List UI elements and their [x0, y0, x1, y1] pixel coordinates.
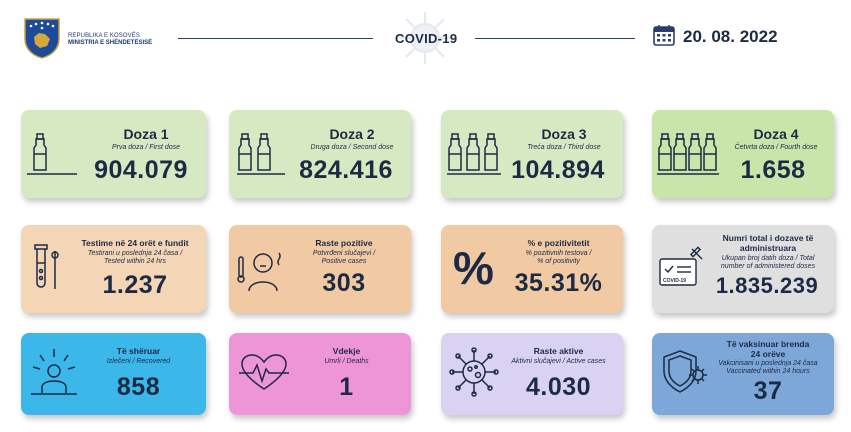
vials-two-icon: [237, 133, 285, 175]
dose1-subtitle: Prva doza / First dose: [111, 144, 181, 151]
vaccinated24-value: 37: [753, 377, 783, 405]
tests-subtitle-1: Testirani u poslednja 24 časa /: [87, 250, 183, 257]
administered-subtitle-2: number of administered doses: [720, 263, 816, 270]
positive-subtitle-2: Positive cases: [321, 258, 367, 265]
vial-icon: [27, 133, 77, 175]
dose3-card: Doza 3 Treća doza / Third dose 104.894: [441, 110, 623, 198]
tests-title: Testime në 24 orët e fundit: [81, 238, 189, 248]
administered-card: COVID-19 Numri total i dozave të adminis…: [652, 225, 834, 313]
sick-person-icon: [237, 252, 281, 292]
recovered-subtitle: Izlečeni / Recovered: [106, 358, 171, 365]
dose2-title: Doza 2: [329, 126, 375, 142]
active-title: Raste aktive: [533, 346, 584, 356]
vaccination-card-label: COVID-19: [663, 278, 686, 284]
shield-virus-icon: [663, 350, 707, 393]
dose4-title: Doza 4: [753, 126, 799, 142]
positive-card: Raste pozitive Potvrđeni slučajevi / Pos…: [229, 225, 411, 313]
deaths-value: 1: [339, 373, 354, 401]
positive-value: 303: [322, 269, 366, 297]
active-subtitle: Aktivni slučajevi / Active cases: [511, 358, 606, 365]
positivity-subtitle-2: % of positivity: [537, 258, 580, 265]
deaths-subtitle: Umrli / Deaths: [324, 358, 369, 365]
vaccinated24-title-2: 24 orëve: [750, 349, 786, 359]
percent-icon: %: [453, 242, 494, 294]
virus-icon: [449, 347, 499, 397]
page-title: COVID-19: [395, 31, 458, 46]
vials-four-icon: [657, 133, 719, 175]
recovered-person-icon: [31, 349, 77, 395]
org-line1: REPUBLIKA E KOSOVËS: [68, 33, 140, 39]
vaccinated24-card: Të vaksinuar brenda 24 orëve Vakcinisani…: [652, 333, 834, 415]
administered-title-2: administruara: [739, 243, 797, 253]
vials-three-icon: [447, 133, 501, 175]
positive-subtitle-1: Potvrđeni slučajevi /: [312, 250, 376, 257]
administered-value: 1.835.239: [715, 273, 819, 298]
tests-card: Testime në 24 orët e fundit Testirani u …: [21, 225, 206, 313]
dose4-value: 1.658: [740, 156, 806, 184]
positivity-card: % % e pozitivitetit % pozitivnih testova…: [441, 225, 623, 313]
dose1-value: 904.079: [94, 156, 188, 184]
calendar-icon: [653, 25, 675, 46]
dose4-subtitle: Četvrta doza / Fourth dose: [734, 144, 818, 151]
header-line-left: [178, 38, 373, 39]
dose2-value: 824.416: [299, 156, 393, 184]
dose3-title: Doza 3: [541, 126, 587, 142]
active-value: 4.030: [525, 373, 592, 401]
report-date: 20. 08. 2022: [683, 27, 778, 46]
tests-value: 1.237: [102, 271, 168, 299]
administered-subtitle-1: Ukupan broj datih doza / Total: [721, 255, 815, 262]
test-tube-icon: [34, 244, 59, 289]
positive-title: Raste pozitive: [315, 238, 373, 248]
vaccinated24-subtitle-2: Vaccinated within 24 hours: [726, 368, 810, 375]
active-card: Raste aktive Aktivni slučajevi / Active …: [441, 333, 623, 415]
dose2-card: Doza 2 Druga doza / Second dose 824.416: [229, 110, 411, 198]
dose3-value: 104.894: [511, 156, 605, 184]
vaccinated24-subtitle-1: Vakcinisani u poslednja 24 časa: [718, 360, 818, 367]
dose3-subtitle: Treća doza / Third dose: [527, 144, 601, 151]
recovered-card: Të shëruar Izlečeni / Recovered 858: [21, 333, 206, 415]
dose1-title: Doza 1: [123, 126, 169, 142]
positivity-value: 35.31%: [514, 269, 603, 297]
deaths-title: Vdekje: [332, 346, 361, 356]
org-line2: MINISTRIA E SHËNDETËSISË: [68, 40, 153, 46]
positivity-title: % e pozitivitetit: [527, 238, 590, 248]
heartbeat-icon: [239, 354, 289, 390]
header-line-right: [475, 38, 635, 39]
coat-of-arms-logo: [24, 18, 60, 59]
dose1-card: Doza 1 Prva doza / First dose 904.079: [21, 110, 206, 198]
ministry-name: REPUBLIKA E KOSOVËS MINISTRIA E SHËNDETË…: [68, 33, 152, 47]
administered-title-1: Numri total i dozave të: [722, 233, 814, 243]
vaccinated24-title-1: Të vaksinuar brenda: [726, 339, 810, 349]
recovered-value: 858: [116, 373, 161, 401]
dose4-card: Doza 4 Četvrta doza / Fourth dose 1.658: [652, 110, 834, 198]
header: REPUBLIKA E KOSOVËS MINISTRIA E SHËNDETË…: [0, 0, 851, 80]
deaths-card: Vdekje Umrli / Deaths 1: [229, 333, 411, 415]
vaccination-card-icon: COVID-19: [659, 246, 703, 286]
recovered-title: Të shëruar: [116, 346, 161, 356]
virus-background-icon: [399, 12, 451, 64]
dose2-subtitle: Druga doza / Second dose: [310, 144, 394, 151]
tests-subtitle-2: Tested within 24 hrs: [104, 258, 166, 265]
positivity-subtitle-1: % pozitivnih testova /: [525, 250, 592, 257]
